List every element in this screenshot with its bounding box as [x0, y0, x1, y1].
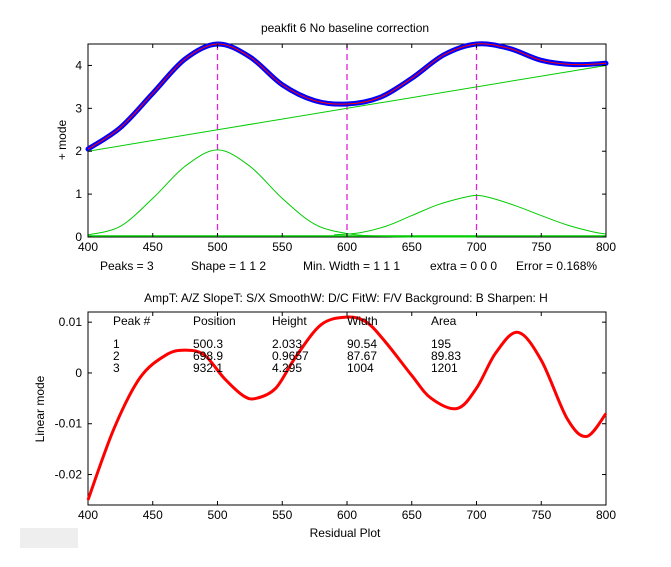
residual-chart: AmpT: A/Z SlopeT: S/X SmoothW: D/C FitW:… [33, 291, 616, 540]
residual-x-tick-label: 600 [337, 508, 357, 522]
top-x-tick-label: 550 [272, 240, 292, 254]
table-cell: 87.67 [347, 349, 377, 363]
top-y-tick-label: 3 [75, 101, 82, 115]
top-x-tick-label: 750 [531, 240, 551, 254]
top-y-tick-label: 1 [75, 187, 82, 201]
residual-x-tick-label: 650 [402, 508, 422, 522]
summary-extra: extra = 0 0 0 [430, 259, 497, 273]
residual-y-tick-label: -0.02 [55, 468, 83, 482]
residual-y-tick-label: -0.01 [55, 417, 83, 431]
status-box [20, 528, 78, 548]
top-x-tick-label: 600 [337, 240, 357, 254]
table-header: Position [193, 314, 236, 328]
table-cell: 698.9 [193, 349, 223, 363]
residual-x-tick-label: 500 [207, 508, 227, 522]
residual-x-tick-label: 450 [143, 508, 163, 522]
table-cell: 0.9657 [272, 349, 309, 363]
table-cell: 2 [113, 349, 120, 363]
residual-y-tick-label: 0.01 [59, 315, 83, 329]
top-y-tick-label: 4 [75, 58, 82, 72]
top-x-tick-label: 800 [596, 240, 616, 254]
table-cell: 1 [113, 337, 120, 351]
residual-x-tick-label: 750 [531, 508, 551, 522]
top-x-tick-label: 650 [402, 240, 422, 254]
residual-x-axis-label: Residual Plot [310, 526, 381, 540]
table-header: Area [431, 314, 457, 328]
residual-y-axis-label: Linear mode [33, 375, 47, 442]
top-x-tick-label: 700 [466, 240, 486, 254]
top-y-tick-label: 2 [75, 144, 82, 158]
fit-summary: Peaks = 3 Shape = 1 1 2 Min. Width = 1 1… [100, 259, 597, 273]
top-chart: peakfit 6 No baseline correction 400 450 5… [55, 21, 616, 254]
top-x-tick-label: 500 [207, 240, 227, 254]
results-table: Peak # Position Height Width Area 1 500.3 2.033… [113, 314, 461, 375]
residual-x-tick-label: 400 [78, 508, 98, 522]
top-series-2-line [87, 64, 607, 152]
summary-shape: Shape = 1 1 2 [191, 259, 266, 273]
residual-x-tick-label: 800 [596, 508, 616, 522]
table-cell: 1004 [347, 361, 374, 375]
table-cell: 932.1 [193, 361, 223, 375]
table-cell: 89.83 [431, 349, 461, 363]
table-header: Width [347, 314, 378, 328]
residual-series-0-line [86, 315, 608, 501]
table-cell: 4.295 [272, 361, 302, 375]
summary-error: Error = 0.168% [516, 259, 597, 273]
table-header: Height [272, 314, 307, 328]
top-x-tick-label: 450 [143, 240, 163, 254]
table-cell: 195 [431, 337, 451, 351]
residual-plot-area [87, 311, 607, 506]
top-x-tick-label: 400 [78, 240, 98, 254]
top-series-4-line [334, 194, 607, 236]
residual-x-tick-label: 700 [466, 508, 486, 522]
table-cell: 500.3 [193, 337, 223, 351]
residual-y-tick-label: 0 [75, 366, 82, 380]
table-cell: 3 [113, 361, 120, 375]
table-cell: 2.033 [272, 337, 302, 351]
top-y-tick-label: 0 [75, 230, 82, 244]
top-series-1-line [87, 43, 607, 150]
summary-peaks: Peaks = 3 [100, 259, 154, 273]
residual-x-tick-label: 550 [272, 508, 292, 522]
summary-min-width: Min. Width = 1 1 1 [303, 259, 400, 273]
residual-chart-title: AmpT: A/Z SlopeT: S/X SmoothW: D/C FitW:… [144, 291, 548, 305]
table-header: Peak # [113, 314, 151, 328]
table-cell: 1201 [431, 361, 458, 375]
top-y-axis-label: + mode [55, 119, 69, 160]
table-cell: 90.54 [347, 337, 377, 351]
top-chart-title: peakfit 6 No baseline correction [261, 21, 429, 35]
